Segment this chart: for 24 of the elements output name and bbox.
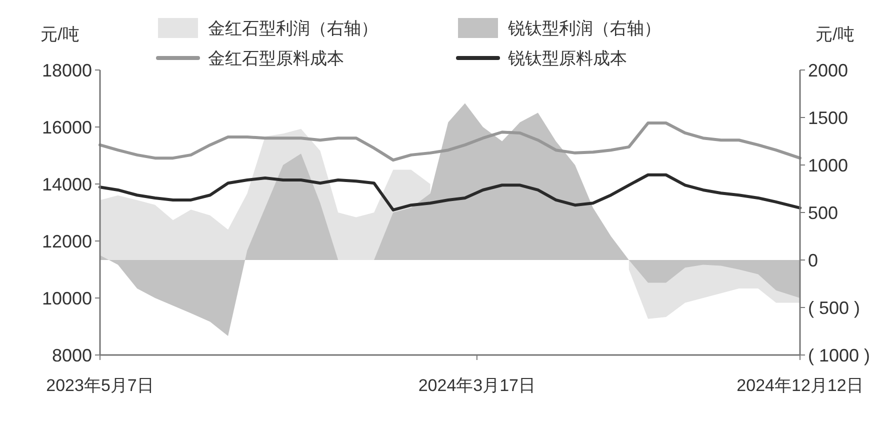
y-tick-label: 8000: [52, 345, 92, 366]
y-axis-title: 元/吨: [40, 24, 80, 44]
y-tick-label: 10000: [42, 288, 92, 308]
y2-tick-label: 1500: [808, 108, 848, 128]
x-tick-label: 2023年5月7日: [46, 376, 154, 395]
y2-tick-label: 0: [808, 250, 818, 270]
legend-label: 金红石型利润（右轴）: [208, 18, 378, 38]
y2-axis-title: 元/吨: [816, 24, 854, 44]
y2-tick-label: ( 1000 ): [808, 345, 870, 366]
legend-label: 金红石型原料成本: [208, 48, 344, 68]
y2-tick-label: 2000: [808, 60, 848, 80]
x-tick-label: 2024年3月17日: [418, 376, 536, 395]
y2-tick-label: 500: [808, 202, 838, 223]
line-series: [98, 122, 802, 162]
legend-label: 锐钛型原料成本: [507, 48, 627, 68]
y-tick-label: 16000: [42, 117, 92, 138]
line-series: [98, 173, 802, 212]
y2-tick-label: 1000: [808, 155, 848, 176]
y-tick-label: 14000: [42, 174, 92, 194]
legend-label: 锐钛型利润（右轴）: [507, 18, 661, 38]
y2-tick-label: ( 500 ): [808, 298, 860, 318]
y-tick-label: 18000: [42, 60, 92, 80]
x-tick-label: 2024年12月12日: [736, 376, 864, 395]
y-tick-label: 12000: [42, 231, 92, 252]
